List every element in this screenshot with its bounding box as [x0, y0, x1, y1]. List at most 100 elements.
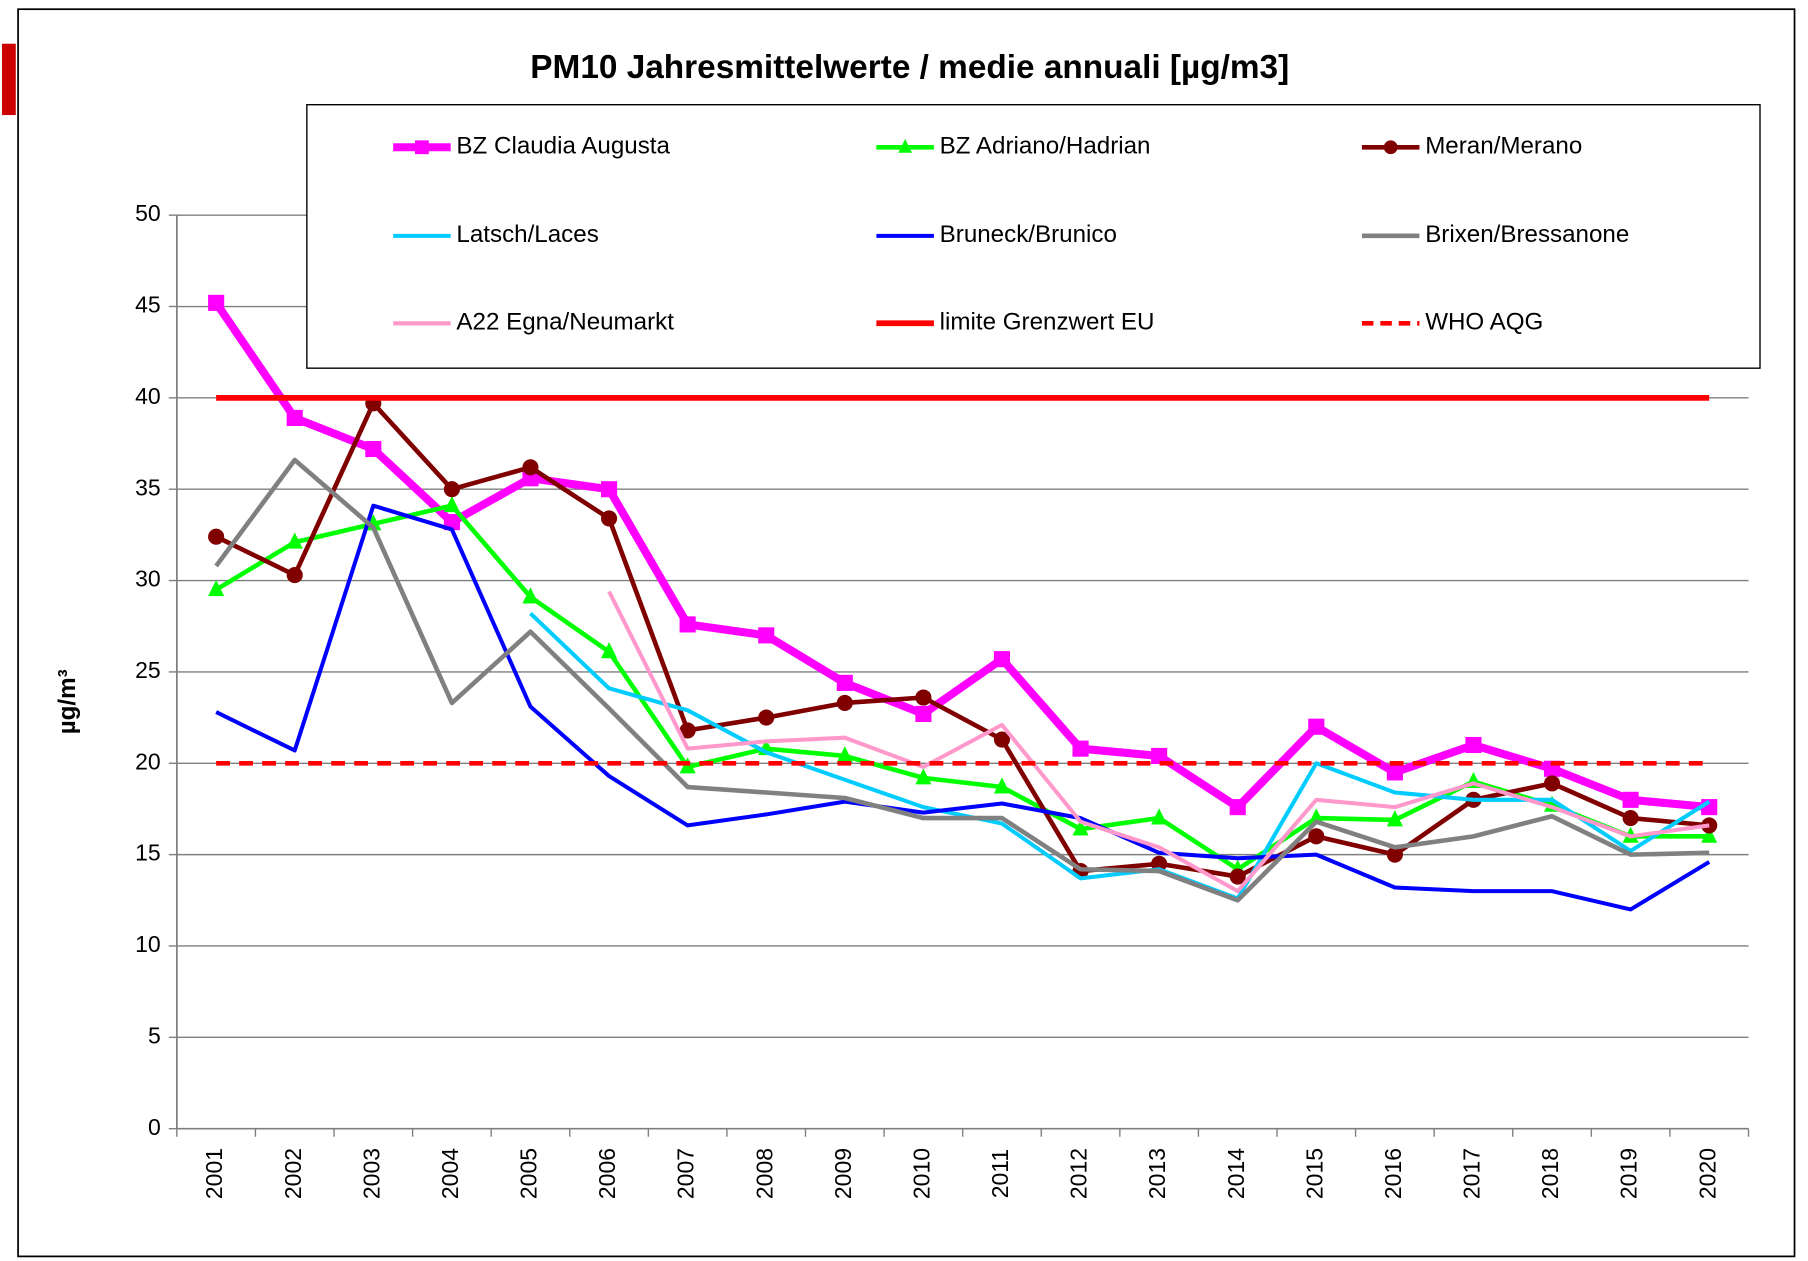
marker: [601, 510, 618, 527]
y-tick-label: 50: [135, 200, 161, 226]
x-tick-label: 2006: [594, 1148, 620, 1199]
marker: [1308, 808, 1325, 825]
marker: [1229, 868, 1246, 885]
x-tick-label: 2012: [1066, 1148, 1092, 1199]
marker: [1151, 808, 1168, 825]
marker: [1465, 736, 1482, 754]
marker: [1701, 826, 1718, 843]
marker: [208, 580, 225, 597]
marker: [1151, 747, 1168, 765]
x-tick-label: 2019: [1616, 1148, 1642, 1199]
marker: [836, 694, 853, 712]
marker: [898, 138, 913, 153]
legend-label: Meran/Merano: [1425, 133, 1582, 160]
marker: [993, 777, 1011, 794]
x-tick-label: 2016: [1380, 1148, 1406, 1199]
series-line: [607, 590, 1710, 894]
marker: [1229, 799, 1246, 816]
x-tick-label: 2009: [830, 1148, 856, 1199]
marker: [1308, 828, 1325, 845]
y-tick-label: 20: [135, 748, 161, 774]
marker: [758, 709, 775, 726]
x-tick-label: 2013: [1144, 1148, 1170, 1199]
marker: [1072, 819, 1089, 836]
x-tick-label: 2003: [358, 1148, 384, 1199]
marker: [758, 627, 775, 644]
y-tick-label: 25: [135, 657, 161, 683]
marker: [1383, 140, 1398, 155]
legend: BZ Claudia Augusta BZ Adriano/Hadrian Mera…: [306, 104, 1761, 369]
marker: [443, 495, 460, 513]
x-tick-label: 2018: [1537, 1148, 1563, 1199]
series-line: [212, 300, 1710, 812]
y-tick-label: 40: [135, 383, 161, 409]
marker: [915, 689, 932, 706]
marker: [679, 722, 696, 739]
legend-label: A22 Egna/Neumarkt: [456, 309, 674, 336]
y-tick-label: 5: [148, 1022, 161, 1048]
y-tick-label: 35: [135, 474, 161, 500]
series-line: [214, 457, 1710, 903]
legend-label: BZ Adriano/Hadrian: [940, 133, 1151, 160]
series-line: [529, 611, 1711, 901]
marker: [993, 651, 1011, 668]
plot-area: 0 5 10 15 20 25 30 35 40 45 50 2001 2002 2003 2004 2005…: [135, 200, 1750, 1199]
marker: [679, 616, 696, 633]
chart-border: [17, 8, 1796, 1258]
marker: [286, 567, 303, 584]
marker: [415, 140, 429, 155]
marker: [286, 409, 303, 427]
marker: [365, 440, 382, 458]
marker: [522, 459, 539, 476]
y-tick-label: 45: [135, 292, 161, 318]
marker: [1308, 718, 1325, 735]
marker: [915, 705, 932, 722]
series-line: [215, 401, 1710, 879]
x-tick-label: 2010: [908, 1148, 934, 1199]
y-tick-label: 0: [148, 1114, 161, 1140]
chart-title: PM10 Jahresmittelwerte / medie annuali […: [530, 49, 1289, 86]
red-tab: [1, 43, 16, 116]
y-tick-label: 15: [135, 840, 161, 866]
legend-label: Bruneck/Brunico: [940, 221, 1117, 248]
marker: [836, 746, 853, 763]
x-tick-label: 2014: [1223, 1148, 1249, 1199]
marker: [836, 674, 853, 691]
legend-label: Latsch/Laces: [456, 221, 598, 248]
marker: [1622, 791, 1639, 808]
marker: [1386, 764, 1403, 781]
marker: [1386, 810, 1403, 827]
x-tick-label: 2017: [1459, 1148, 1485, 1199]
x-tick-label: 2001: [201, 1148, 227, 1199]
x-tick-label: 2004: [437, 1148, 463, 1199]
marker: [443, 481, 460, 498]
marker: [522, 587, 539, 604]
marker: [1543, 775, 1561, 792]
marker: [601, 481, 618, 498]
x-tick-label: 2007: [673, 1148, 699, 1199]
legend-box: [306, 104, 1761, 369]
marker: [286, 532, 303, 549]
legend-label: Brixen/Bressanone: [1425, 221, 1629, 248]
y-tick-label: 10: [135, 931, 161, 957]
x-tick-label: 2020: [1694, 1148, 1720, 1199]
x-tick-label: 2005: [516, 1148, 542, 1199]
marker: [1386, 846, 1403, 863]
x-tick-label: 2008: [751, 1148, 777, 1199]
marker: [208, 528, 225, 545]
marker: [993, 731, 1011, 748]
series-line: [215, 503, 1711, 912]
x-tick-label: 2011: [987, 1149, 1013, 1198]
x-tick-label: 2002: [280, 1148, 306, 1199]
legend-label: limite Grenzwert EU: [940, 309, 1155, 336]
y-tick-label: 30: [135, 566, 161, 592]
marker: [1072, 740, 1089, 757]
marker: [208, 294, 225, 311]
legend-label: WHO AQG: [1425, 309, 1543, 336]
marker: [601, 642, 618, 659]
y-axis-label: µg/m³: [54, 669, 81, 734]
marker: [915, 768, 932, 785]
marker: [1622, 810, 1639, 827]
